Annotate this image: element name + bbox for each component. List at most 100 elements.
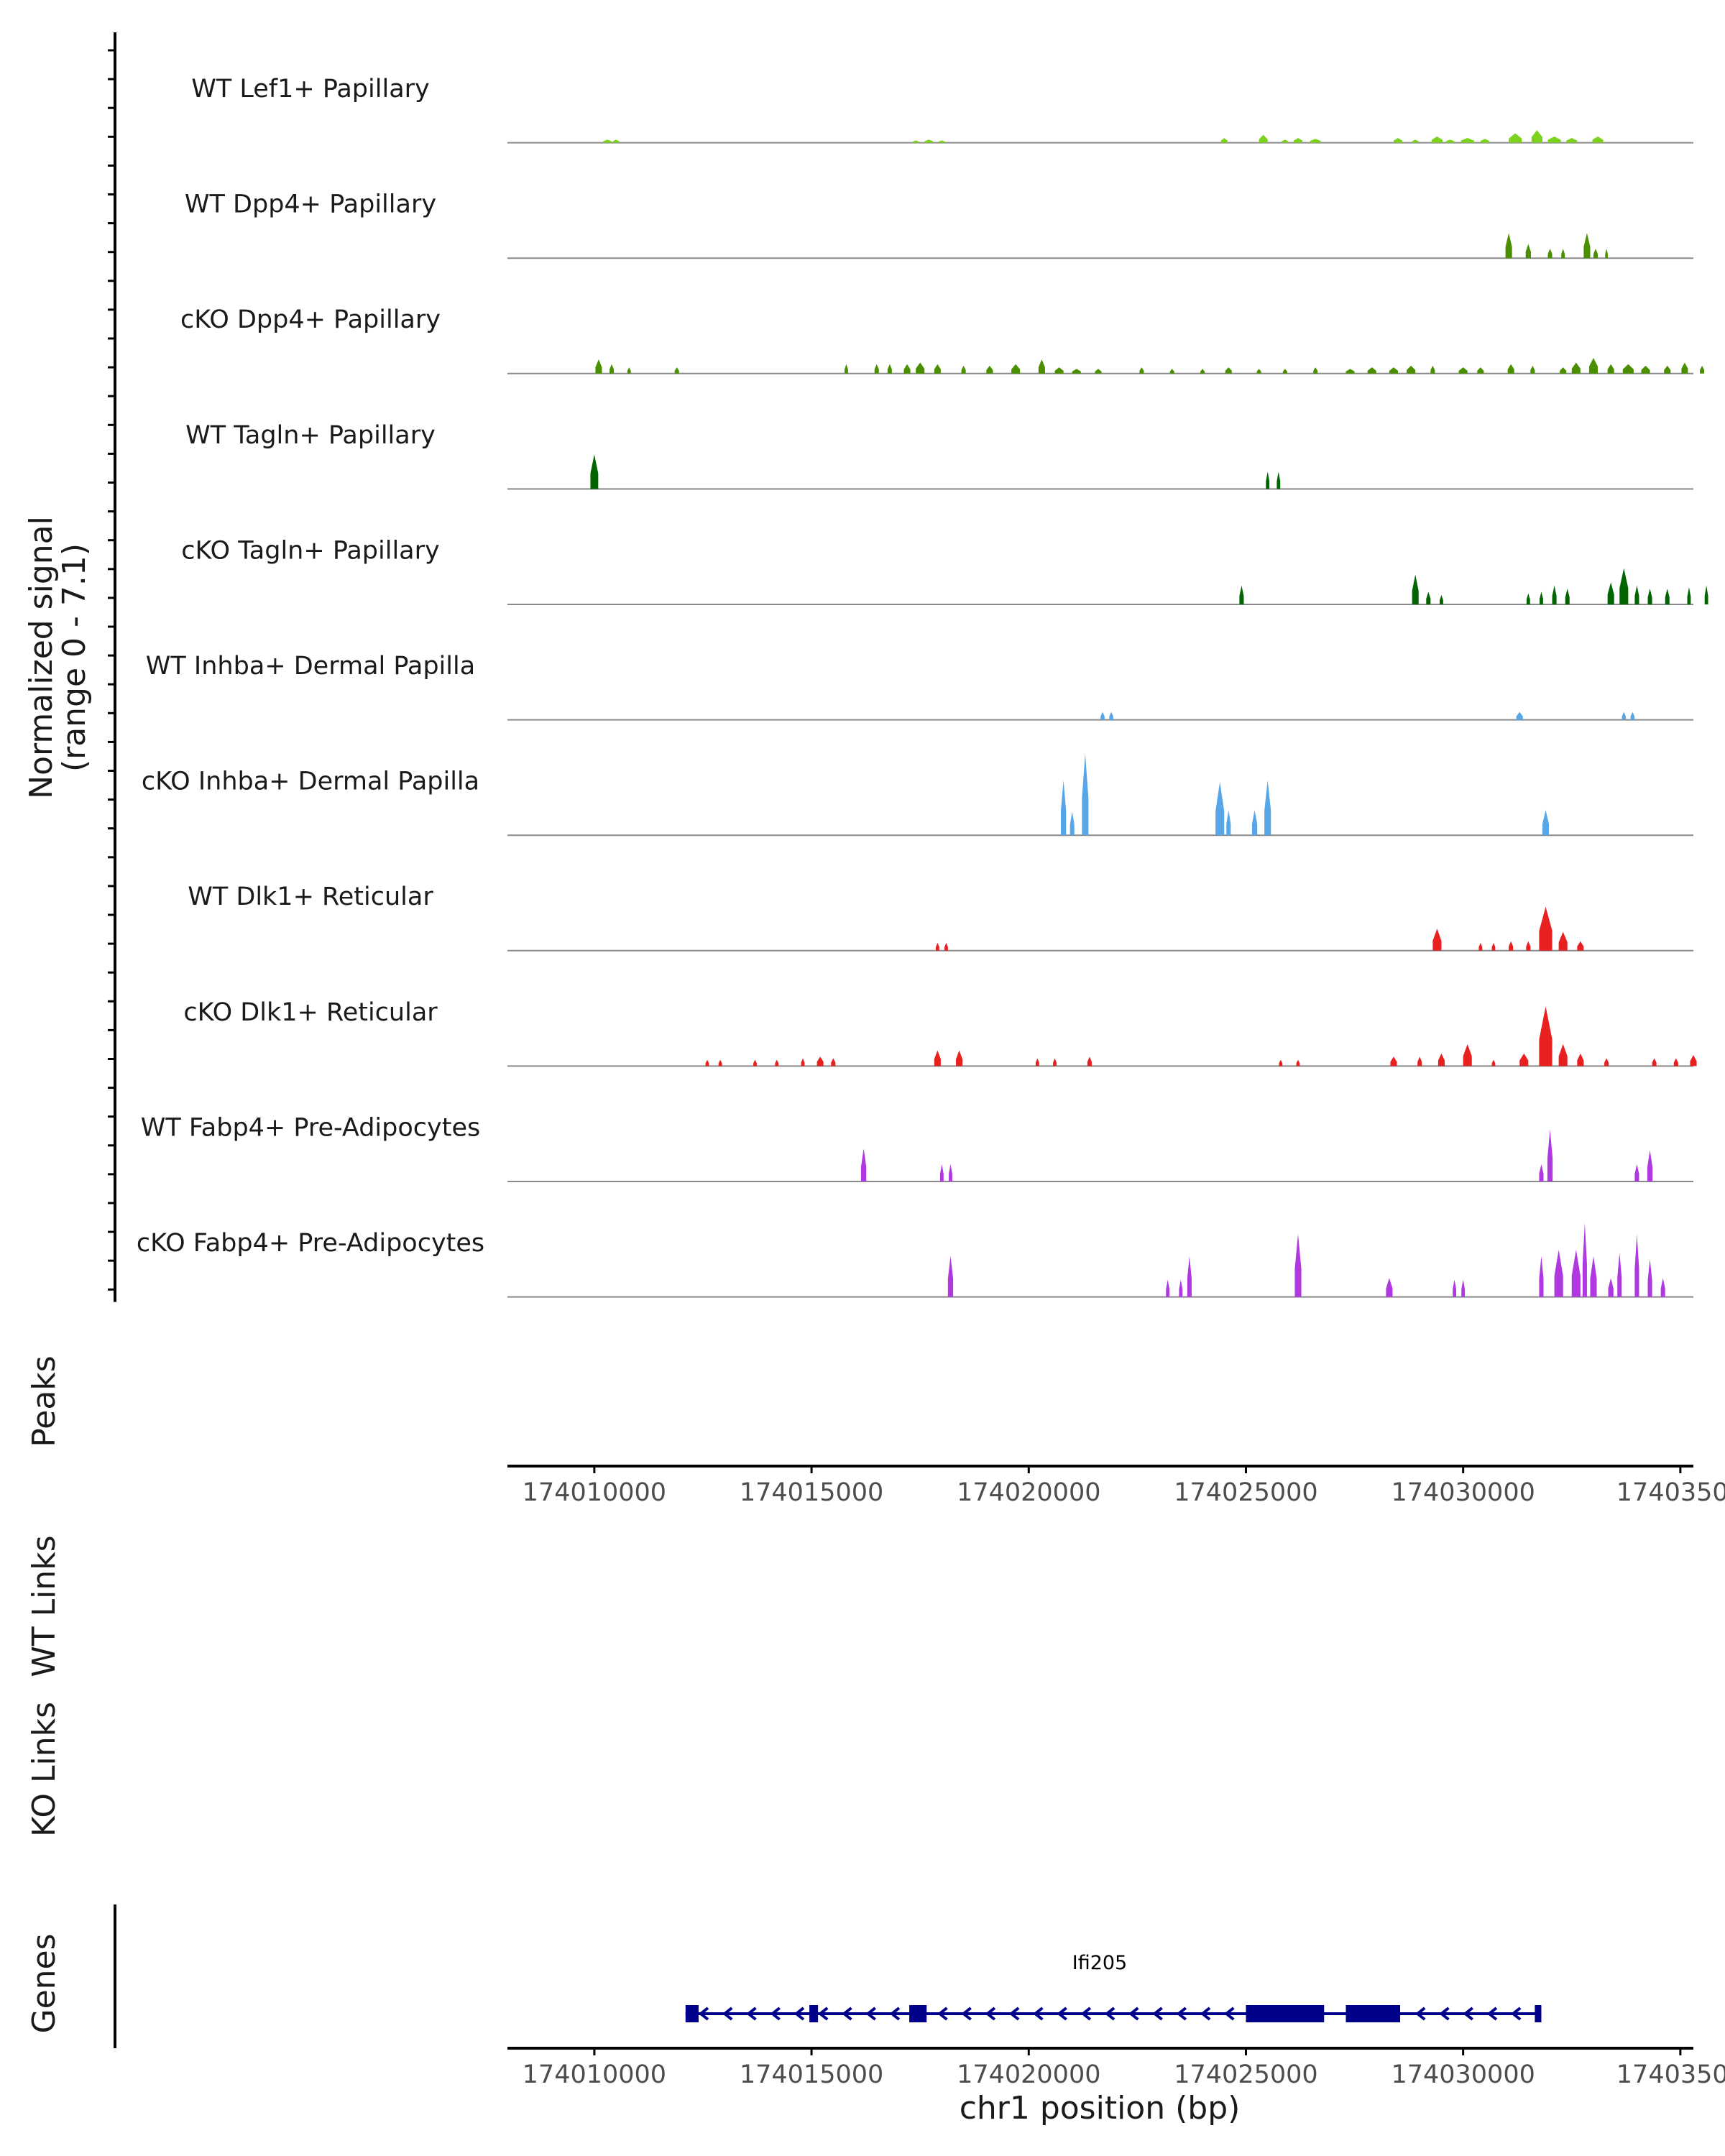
coverage-peak [1519,1053,1529,1067]
track: cKO Dlk1+ Reticular [183,998,1697,1067]
wt-links-panel-label: WT Links [26,1535,63,1677]
coverage-peak [1634,585,1639,604]
coverage-peak [1282,369,1287,374]
strand-arrow [1008,2007,1020,2021]
coverage-peak [1095,369,1102,374]
coverage-peak [1607,364,1614,374]
coverage-peak [1480,139,1489,143]
coverage-peak [705,1059,709,1067]
coverage-peak [627,367,631,374]
coverage-peak [1390,1056,1397,1067]
track-label: WT Dpp4+ Papillary [185,190,436,219]
coverage-peak [1225,367,1232,374]
coverage-peak [1583,233,1591,259]
track: cKO Tagln+ Papillary [181,536,1708,605]
y-axis-range-label: (range 0 - 7.1) [56,543,93,772]
coverage-peak [1266,471,1270,489]
coverage-peak [1220,138,1228,143]
strand-arrow [817,2007,829,2021]
coverage-peak [1393,138,1403,143]
x-tick-label: 174015000 [740,1478,883,1507]
coverage-peak [831,1058,836,1067]
coverage-peak [1700,365,1705,374]
track-label: cKO Dlk1+ Reticular [183,998,438,1027]
peaks-panel-label: Peaks [26,1355,63,1447]
strand-arrow [1200,2007,1211,2021]
coverage-peak [1505,233,1512,259]
x-tick-label: 174025000 [1174,1478,1317,1507]
strand-arrow [770,2007,781,2021]
coverage-peak [1296,1059,1300,1067]
coverage-peak [1072,369,1081,374]
coverage-peak [1460,138,1474,143]
strand-arrow [1104,2007,1116,2021]
coverage-peak [1412,139,1419,143]
coverage-peak [1313,367,1318,374]
y-axis-label: Normalized signal [23,516,60,799]
strand-arrow [698,2007,709,2021]
coverage-peak [1516,711,1523,720]
coverage-peak [1681,362,1688,374]
strand-arrow [1128,2007,1139,2021]
coverage-peak [1053,1058,1057,1067]
coverage-peak [1082,753,1089,836]
coverage-peak [934,364,941,374]
gene-exon [685,2005,699,2022]
coverage-peak [1259,134,1268,143]
coverage-peak [1453,1279,1456,1297]
coverage-peak [1070,811,1075,836]
track: cKO Dpp4+ Papillary [180,305,1705,374]
coverage-peak [1139,367,1144,374]
coverage-peak [938,140,945,143]
coverage-peak [1256,369,1261,374]
coverage-peak [1407,365,1416,374]
track: WT Inhba+ Dermal Papilla [146,652,1693,721]
coverage-peak [1054,367,1064,374]
track-label: cKO Tagln+ Papillary [181,536,440,565]
coverage-peak [1617,1253,1622,1297]
track-label: WT Tagln+ Papillary [185,421,436,450]
track-label: cKO Dpp4+ Papillary [180,305,441,334]
coverage-peak [590,454,599,489]
coverage-peak [775,1059,779,1067]
coverage-peak [912,140,919,143]
gene-exon [1246,2005,1325,2022]
coverage-peak [1293,138,1303,143]
x-tick-label: 174020000 [957,1478,1100,1507]
coverage-peak [1445,139,1455,143]
coverage-peak [1561,249,1565,259]
coverage-peak [1100,711,1105,720]
strand-arrow [1176,2007,1187,2021]
coverage-peak [956,1050,963,1067]
coverage-peak [1477,367,1484,374]
strand-arrow [1033,2007,1044,2021]
gene-exon [809,2005,819,2022]
strand-arrow [985,2007,996,2021]
coverage-peak [935,942,939,951]
strand-arrow [1510,2007,1522,2021]
strand-arrow [1463,2007,1473,2021]
coverage-peak [1200,369,1205,374]
coverage-peak [1547,249,1552,259]
strand-arrow [1415,2007,1426,2021]
track-label: WT Fabp4+ Pre-Adipocytes [141,1113,480,1142]
coverage-peak [1461,1279,1466,1297]
coverage-peak [1431,136,1443,143]
coverage-peak [1526,593,1530,604]
coverage-peak [1166,1279,1170,1297]
coverage-peak [924,139,934,143]
track: WT Fabp4+ Pre-Adipocytes [141,1113,1693,1182]
ko-links-panel-label: KO Links [26,1702,63,1837]
coverage-peak [1565,589,1570,604]
coverage-peak [1652,1058,1657,1067]
coverage-peak [1608,1278,1614,1297]
coverage-peak [1282,139,1289,143]
strand-arrow [1057,2007,1067,2021]
coverage-peak [1491,942,1496,951]
coverage-peak [916,362,925,374]
coverage-peak [1664,365,1671,374]
coverage-peak [1604,1058,1609,1067]
coverage-peak [1367,367,1376,374]
x-axis-bottom: 174010000 174015000 174020000 174025000 1740… [507,2047,1725,2089]
coverage-peak [1507,364,1514,374]
